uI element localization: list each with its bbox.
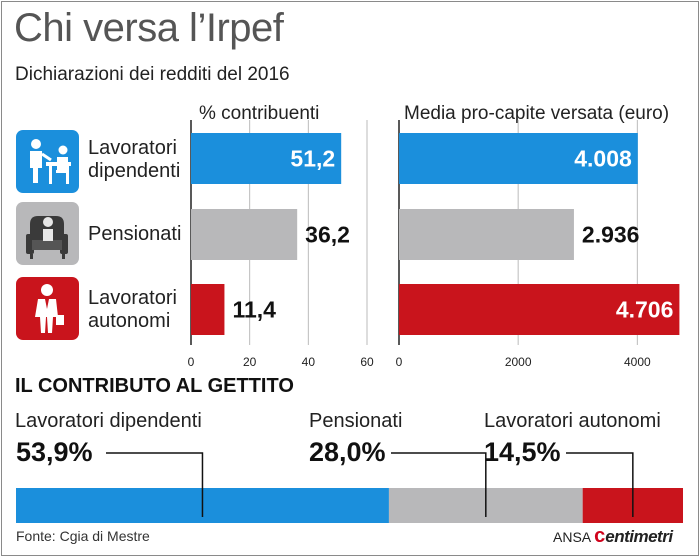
pct-bar-pensionati — [191, 209, 298, 260]
gettito-leader-line-pensionati — [391, 452, 487, 517]
gettito-label-dipendenti: Lavoratori dipendenti — [15, 410, 202, 432]
gettito-value-autonomi: 14,5% — [484, 437, 561, 467]
pct-value-label-dipendenti: 51,2 — [290, 146, 335, 172]
gettito-leader-line-autonomi — [566, 452, 634, 517]
pct-tick-label: 60 — [360, 355, 374, 369]
gettito-value-pensionati: 28,0% — [309, 437, 386, 467]
euro-value-label-pensionati: 2.936 — [582, 222, 640, 248]
ansa-centimetri-logo: ANSA centimetri — [553, 525, 673, 547]
euro-bar-autonomi — [399, 284, 680, 335]
euro-tick-label: 4000 — [624, 355, 651, 369]
pct-bar-autonomi — [191, 284, 225, 335]
pct-bar-dipendenti — [191, 133, 342, 184]
row-label-pensionati: Pensionati — [88, 223, 182, 245]
section-title: IL CONTRIBUTO AL GETTITO — [15, 375, 294, 397]
stacked-bar-chart — [16, 452, 683, 523]
office-worker-icon — [16, 130, 79, 193]
euro-bar-dipendenti — [399, 133, 638, 184]
gettito-label-pensionati: Pensionati — [309, 410, 403, 432]
businessman-icon — [16, 277, 79, 340]
pct-value-label-autonomi: 11,4 — [232, 297, 276, 323]
gettito-label-autonomi: Lavoratori autonomi — [484, 410, 661, 432]
source-note: Fonte: Cgia di Mestre — [16, 528, 150, 544]
euro-tick-label: 0 — [396, 355, 403, 369]
retiree-armchair-icon — [16, 202, 79, 265]
pct-value-label-pensionati: 36,2 — [305, 222, 350, 248]
euro-bar-pensionati — [399, 209, 574, 260]
pct-tick-label: 0 — [188, 355, 195, 369]
pct-tick-label: 40 — [302, 355, 316, 369]
right-chart-title: Media pro-capite versata (euro) — [404, 103, 670, 124]
left-chart-title: % contribuenti — [199, 103, 320, 124]
euro-value-label-dipendenti: 4.008 — [574, 146, 632, 172]
gettito-value-dipendenti: 53,9% — [16, 437, 93, 467]
euro-tick-label: 2000 — [505, 355, 532, 369]
page-title: Chi versa l’Irpef — [14, 6, 284, 50]
bar-charts: 0 20 40 60 51,2 36,2 11,4 0 2000 4000 4.008 2.936 4.… — [188, 120, 680, 369]
page-subtitle: Dichiarazioni dei redditi del 2016 — [15, 64, 290, 85]
row-label-dipendenti: Lavoratori dipendenti — [88, 137, 181, 182]
euro-value-label-autonomi: 4.706 — [616, 297, 674, 323]
gettito-leader-line-dipendenti — [106, 452, 204, 517]
pct-tick-label: 20 — [243, 355, 257, 369]
row-label-autonomi: Lavoratori autonomi — [88, 287, 177, 332]
